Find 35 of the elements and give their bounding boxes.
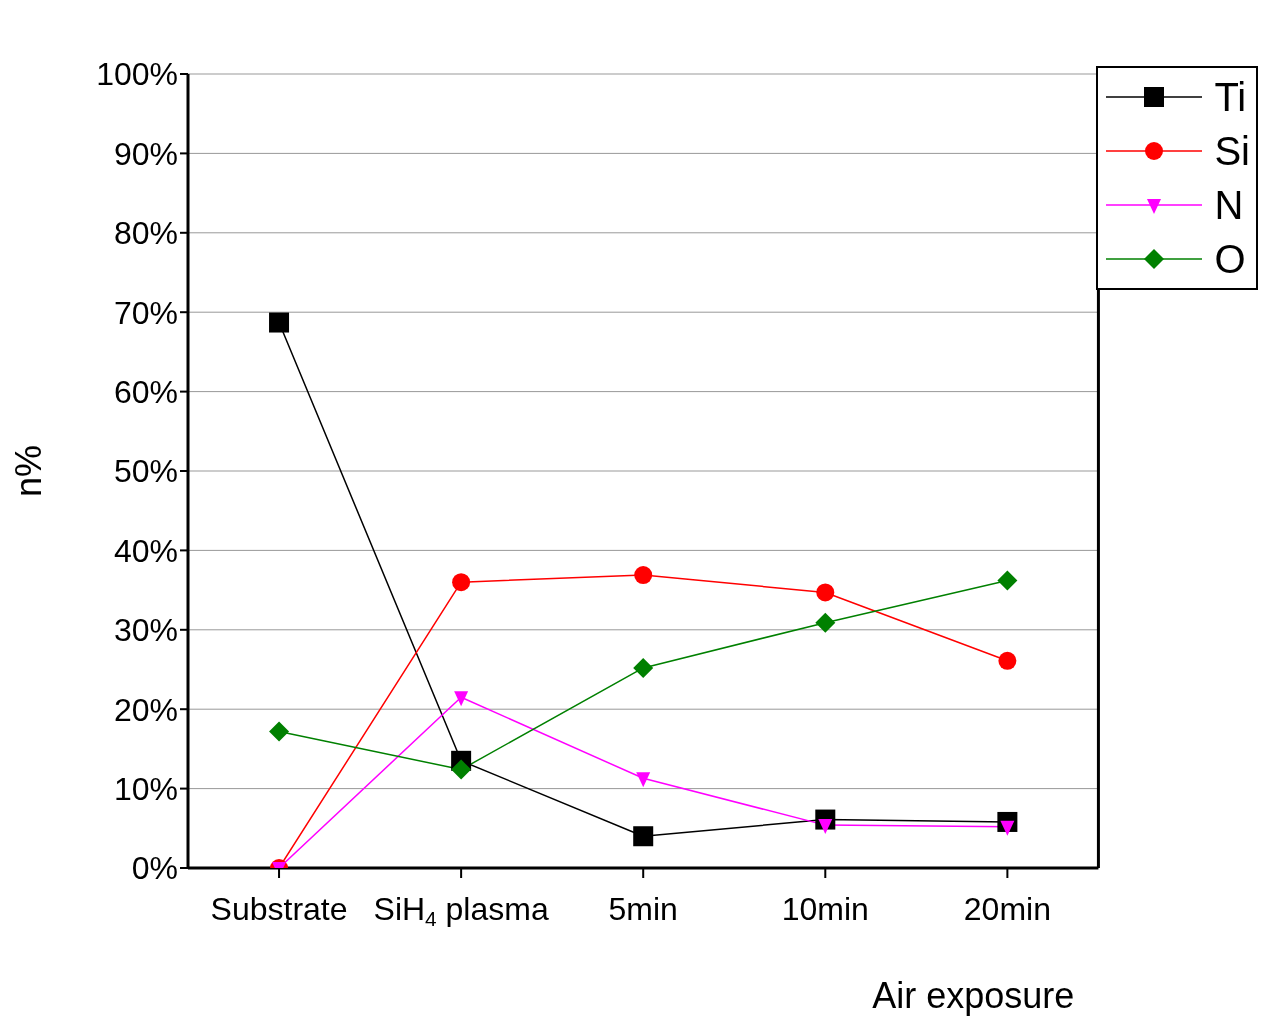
- point: [816, 583, 835, 602]
- y-tick-label: 60%: [113, 373, 178, 410]
- x-tick-label: 20min: [963, 891, 1051, 927]
- point: [454, 691, 469, 707]
- y-tick-label: 0%: [131, 850, 178, 887]
- point: [269, 312, 290, 333]
- y-tick-label: 50%: [113, 453, 178, 490]
- point: [997, 570, 1018, 591]
- x-tick-label: 5min: [608, 891, 678, 927]
- y-tick-label: 90%: [113, 135, 178, 172]
- y-tick-label: 20%: [113, 691, 178, 728]
- point: [815, 612, 836, 633]
- y-tick-label: 30%: [113, 612, 178, 649]
- y-tick-label: 80%: [113, 215, 178, 252]
- legend-label: O: [1214, 236, 1246, 282]
- point: [998, 651, 1017, 670]
- y-tick-label: 100%: [96, 56, 178, 93]
- point: [633, 826, 654, 847]
- point: [452, 573, 471, 592]
- y-tick-label: 10%: [113, 770, 178, 807]
- x-axis-title: Air exposure: [872, 975, 1075, 1016]
- point: [633, 657, 654, 678]
- x-tick-label: SiH$_{4}$ plasma: [373, 891, 549, 931]
- legend-label: N: [1214, 182, 1244, 228]
- point: [451, 759, 472, 780]
- x-tick-label: Substrate: [210, 891, 348, 927]
- y-tick-label: 40%: [113, 532, 178, 569]
- point: [269, 721, 290, 742]
- y-tick-label: 70%: [113, 294, 178, 331]
- point: [634, 566, 653, 585]
- legend-label: Si: [1214, 128, 1250, 174]
- legend-label: Ti: [1214, 74, 1247, 120]
- point: [636, 772, 651, 788]
- x-tick-label: 10min: [781, 891, 869, 927]
- y-axis-title: n%: [7, 444, 49, 498]
